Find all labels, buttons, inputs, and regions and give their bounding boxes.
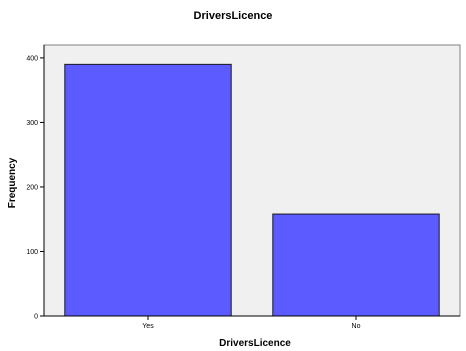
y-tick-label: 100 [26,249,38,256]
y-tick-label: 400 [26,55,38,62]
x-tick-label: No [352,323,361,330]
y-axis-label: Frequency [7,157,18,208]
y-tick-label: 200 [26,184,38,191]
bar-yes [64,63,232,317]
x-axis: Yes No [44,315,460,330]
x-tick-label: Yes [142,323,154,330]
chart-title: DriversLicence [194,10,273,22]
y-axis: 0 100 200 300 400 [26,45,45,321]
y-tick-label: 300 [26,120,38,127]
y-tick-label: 0 [34,314,38,321]
bars-group [64,63,440,317]
x-axis-label: DriversLicence [219,338,291,349]
bar-no [272,213,440,317]
